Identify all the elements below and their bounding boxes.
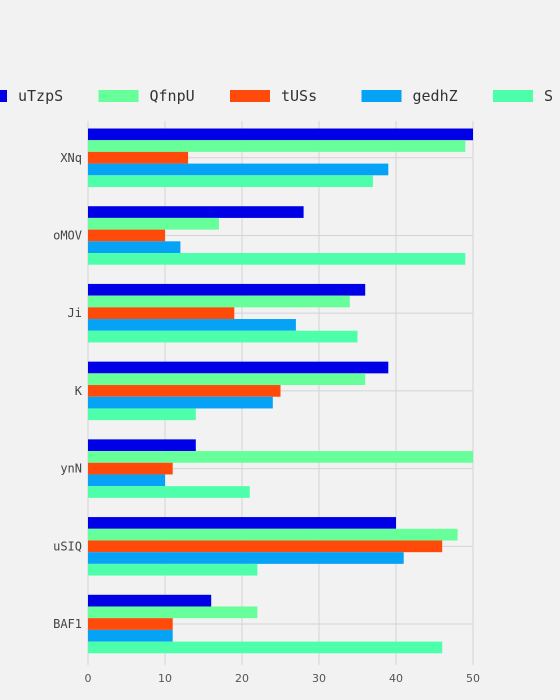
x-tick-label: 20 (235, 672, 249, 685)
bar-Ji-gedhZ (88, 319, 296, 331)
legend-swatch (230, 90, 270, 102)
legend-swatch (493, 90, 533, 102)
bar-oMOV-gedhZ (88, 241, 181, 254)
bar-XNq-S (88, 175, 373, 187)
x-tick-label: 50 (466, 672, 480, 685)
bar-Ji-uTzpS (88, 283, 366, 296)
category-label: oMOV (53, 228, 82, 242)
legend-label: uTzpS (18, 87, 63, 105)
bar-uSIQ-gedhZ (88, 552, 404, 564)
x-tick-label: 40 (389, 672, 403, 685)
x-tick-labels: 0 10 20 30 40 50 (85, 672, 481, 685)
x-tick-label: 10 (158, 672, 172, 685)
legend-item-uTzpS: uTzpS (0, 87, 63, 105)
bar-ynN-QfnpU (88, 451, 473, 463)
bar-BAF1-S (88, 641, 443, 654)
legend-label: S (544, 87, 553, 105)
bar-ynN-gedhZ (88, 474, 165, 487)
bar-ynN-uTzpS (88, 439, 196, 452)
legend-label: QfnpU (150, 87, 195, 105)
bar-ynN-tUSs (88, 462, 173, 475)
legend-item-S: S (493, 87, 553, 105)
bar-XNq-tUSs (88, 151, 189, 164)
bar-XNq-uTzpS (88, 128, 473, 141)
bar-K-uTzpS (88, 361, 389, 374)
bar-oMOV-QfnpU (88, 217, 219, 230)
bar-ynN-S (88, 486, 250, 498)
bar-uSIQ-tUSs (88, 540, 443, 553)
legend-label: gedhZ (413, 87, 458, 105)
legend-label: tUSs (281, 87, 317, 105)
bar-K-QfnpU (88, 373, 366, 386)
bar-Ji-tUSs (88, 307, 235, 320)
bar-BAF1-uTzpS (88, 594, 212, 607)
bar-oMOV-uTzpS (88, 206, 304, 218)
category-label: Ji (68, 306, 82, 320)
x-tick-label: 30 (312, 672, 326, 685)
legend-item-tUSs: tUSs (230, 87, 317, 105)
legend-swatch (0, 90, 7, 102)
bar-uSIQ-S (88, 563, 258, 576)
legend-item-gedhZ: gedhZ (361, 87, 458, 105)
legend-swatch (98, 90, 139, 102)
bar-BAF1-gedhZ (88, 629, 173, 642)
bar-uSIQ-QfnpU (88, 528, 458, 541)
category-label: ynN (60, 462, 82, 476)
x-tick-label: 0 (85, 672, 92, 685)
bar-XNq-gedhZ (88, 163, 389, 176)
legend-swatch (361, 90, 402, 102)
bar-BAF1-QfnpU (88, 606, 258, 619)
bar-K-gedhZ (88, 396, 273, 409)
bar-XNq-QfnpU (88, 140, 466, 152)
bar-K-S (88, 408, 196, 421)
legend-item-QfnpU: QfnpU (98, 87, 195, 105)
bar-oMOV-tUSs (88, 229, 165, 242)
bar-BAF1-tUSs (88, 618, 173, 630)
category-label: uSIQ (53, 539, 82, 553)
legend: uTzpS QfnpU tUSs gedhZ S (0, 87, 553, 105)
bar-Ji-QfnpU (88, 295, 350, 308)
bar-oMOV-S (88, 253, 466, 265)
category-label: K (75, 384, 83, 398)
bars (88, 128, 473, 654)
bar-Ji-S (88, 330, 358, 343)
category-label: XNq (60, 151, 82, 165)
bar-K-tUSs (88, 385, 281, 397)
bar-uSIQ-uTzpS (88, 517, 396, 529)
category-label: BAF1 (53, 617, 82, 631)
